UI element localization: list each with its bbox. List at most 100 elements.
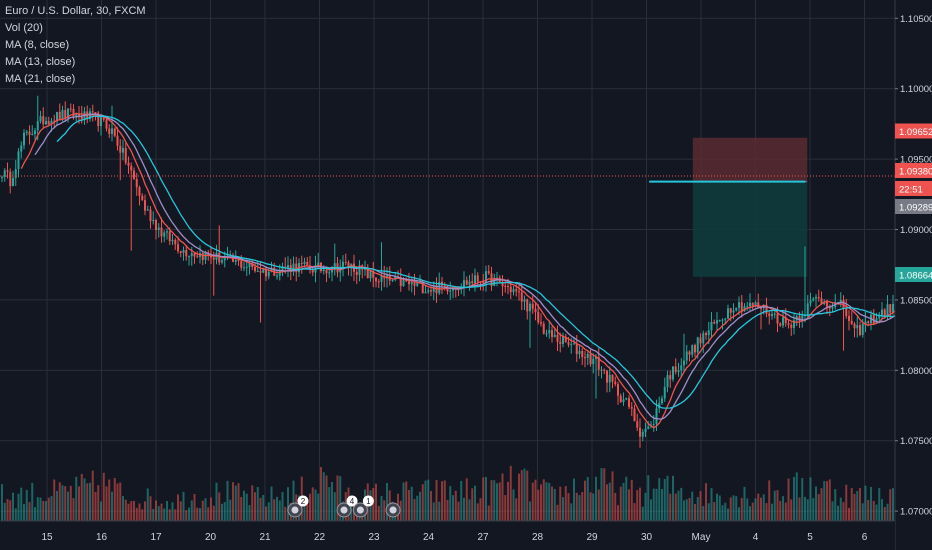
- volume-bar: [790, 499, 793, 521]
- candle-body: [119, 145, 122, 153]
- volume-bar: [254, 492, 256, 521]
- candle-body: [496, 277, 498, 279]
- candle-body: [515, 289, 518, 292]
- volume-bar: [405, 481, 408, 521]
- candle-body: [540, 322, 542, 324]
- candle-body: [457, 289, 460, 291]
- candle-body: [831, 306, 834, 309]
- ma21-indicator-label[interactable]: MA (21, close): [5, 73, 76, 85]
- volume-bar: [20, 487, 23, 521]
- volume-bar: [135, 507, 138, 521]
- volume-bar: [749, 506, 751, 521]
- volume-bar: [683, 500, 685, 521]
- price-tick-label: 1.07500: [900, 436, 932, 447]
- volume-bar: [628, 489, 630, 521]
- volume-bar: [476, 503, 479, 521]
- volume-bar: [768, 480, 771, 521]
- candle-body: [793, 320, 795, 328]
- event-count-bubble: [297, 495, 309, 507]
- candle-body: [34, 130, 36, 135]
- candle-body: [476, 275, 479, 282]
- candle-body: [188, 256, 190, 258]
- candle-body: [779, 323, 782, 326]
- ma13-indicator-label[interactable]: MA (13, close): [5, 56, 76, 68]
- candle-body: [688, 351, 691, 355]
- volume-bar: [50, 495, 53, 521]
- candle-body: [254, 266, 256, 272]
- candle-body: [105, 119, 108, 129]
- volume-bar: [474, 485, 476, 521]
- time-tick-label: 4: [753, 532, 759, 543]
- candle-body: [267, 271, 270, 277]
- candle-body: [166, 231, 168, 233]
- volume-bar: [267, 502, 270, 521]
- candle-body: [559, 341, 562, 344]
- candle-body: [292, 263, 295, 273]
- volume-bar: [331, 481, 333, 521]
- candle-body: [523, 299, 526, 302]
- time-axis: 15 16 17 20 21 22 23 24 27 28 29 30 May 4 5 6: [0, 520, 895, 550]
- volume-bar: [457, 501, 460, 521]
- price-tag-label: 1.09380: [899, 167, 932, 178]
- candle-body: [850, 320, 853, 324]
- volume-bar: [892, 488, 894, 521]
- candle-body: [669, 375, 672, 380]
- volume-bar: [754, 498, 757, 521]
- candle-body: [218, 252, 221, 263]
- volume-bar: [760, 497, 762, 521]
- candle-body: [573, 343, 575, 345]
- volume-bar: [281, 492, 284, 521]
- volume-bar: [190, 500, 193, 521]
- volume-bar: [529, 501, 531, 521]
- volume-bar: [853, 493, 856, 521]
- candle-body: [452, 287, 454, 291]
- candle-body: [113, 128, 116, 136]
- candle-body: [116, 135, 119, 146]
- candle-body: [848, 316, 850, 321]
- volume-bar: [383, 500, 386, 521]
- candle-body: [56, 111, 58, 122]
- candle-body: [685, 351, 688, 361]
- volume-bar: [619, 486, 622, 521]
- volume-bar: [798, 497, 801, 521]
- candle-body: [641, 431, 644, 437]
- candle-body: [647, 426, 650, 429]
- volume-bar: [454, 490, 457, 521]
- volume-bar: [575, 492, 578, 521]
- volume-bar: [826, 481, 828, 521]
- volume-bar: [795, 472, 798, 521]
- volume-bar: [201, 500, 204, 521]
- candle-body: [443, 285, 446, 287]
- volume-bar: [14, 508, 17, 521]
- time-tick-label: 30: [641, 532, 653, 543]
- volume-bar: [636, 490, 639, 521]
- volume-bar: [564, 486, 567, 521]
- candle-body: [666, 375, 669, 387]
- volume-bar: [168, 509, 171, 521]
- volume-bar: [248, 505, 251, 521]
- candle-body: [179, 251, 182, 253]
- volume-bar: [859, 487, 861, 521]
- candle-body: [776, 313, 779, 324]
- candle-body: [221, 260, 223, 263]
- volume-bar: [399, 500, 402, 521]
- volume-bar: [3, 502, 6, 521]
- volume-bar: [375, 483, 377, 521]
- candle-body: [100, 117, 102, 127]
- candle-body: [347, 262, 350, 267]
- candle-body: [699, 337, 702, 344]
- candles: [1, 95, 932, 448]
- candle-body: [256, 270, 259, 272]
- ma8-indicator-label[interactable]: MA (8, close): [5, 39, 70, 51]
- volume-bar: [111, 491, 113, 521]
- volume-indicator-label[interactable]: Vol (20): [5, 22, 43, 34]
- candle-body: [531, 303, 534, 309]
- volume-bar: [427, 479, 430, 521]
- volume-bar: [518, 473, 520, 521]
- candle-body: [262, 269, 265, 273]
- volume-bar: [221, 503, 223, 521]
- event-count-bubble: [362, 495, 374, 507]
- volume-bar: [446, 499, 449, 521]
